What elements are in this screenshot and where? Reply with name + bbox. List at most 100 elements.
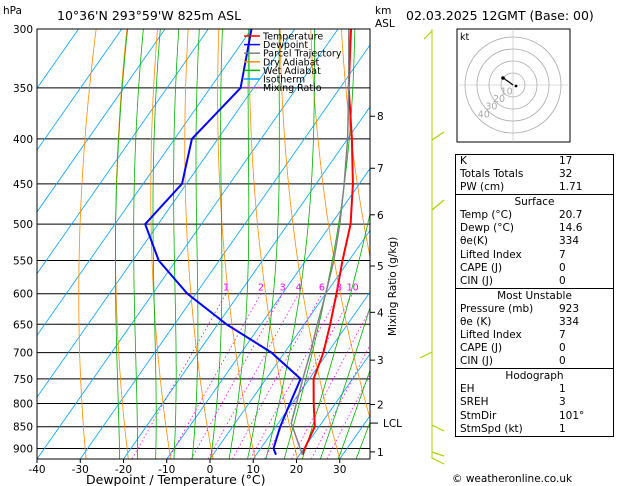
km-label: km [375,5,391,17]
km-tick-label: 3 [377,355,384,367]
table-row: Lifted Index 7 [456,249,613,262]
hodograph-title: Hodograph [505,370,564,383]
row-label: Pressure (mb) [460,302,534,315]
dry-adiabat-line [249,29,298,459]
row-value: 20.7 [559,209,583,222]
dry-adiabat-line [217,29,256,459]
km-axis: 1 2 3 4 5 6 7 8 LCL [369,29,402,459]
mixing-ratio-label: 1 [223,283,229,294]
wet-adiabat-line [337,369,370,459]
pressure-tick-500: 500 [13,219,33,231]
wind-barb-column [419,29,445,465]
dry-adiabat-line [115,29,129,459]
pressure-tick-700: 700 [13,348,33,360]
table-row: Lifted Index 7 [456,329,613,342]
km-tick-label: 8 [377,111,384,123]
pressure-tick-750: 750 [13,374,33,386]
most-unstable-table: Most Unstable Pressure (mb) 923 θe (K) 334 L… [455,287,614,369]
temperature-axis: -40 -30 -20 -10 0 10 20 30 [28,459,346,476]
hodograph-table: Hodograph EH 1 SREH 3 StmDir 101° StmSpd (kt) 1 [455,368,614,437]
storm-motion-point [514,84,518,88]
row-value: 1 [559,422,566,435]
mixing-ratio-line [310,344,370,459]
wind-barb [431,457,445,465]
hodograph-ring-label: 10 [501,86,513,97]
row-value: 0 [559,274,566,287]
legend-label: Wet Adiabat [263,66,321,77]
mixing-ratio-label: 2 [258,283,264,294]
mixing-ratio-label: 8 [336,283,342,294]
pressure-tick-350: 350 [13,83,33,95]
table-row: CIN (J) 0 [456,275,613,288]
table-row: CAPE (J) 0 [456,262,613,275]
hodograph-ring-label: 40 [478,109,490,120]
wet-adiabat-line [210,29,223,459]
series-temperature [301,29,354,456]
dry-adiabat-line [617,29,629,459]
pressure-tick-900: 900 [13,444,33,456]
wind-barb [419,351,433,359]
table-row: Pressure (mb) 923 [456,303,613,316]
wet-adiabat-line [133,29,144,459]
table-row: Temp (°C) 20.7 [456,209,613,222]
table-row: EH 1 [456,383,613,396]
hodograph-unit-label: kt [460,32,470,43]
mixing-ratio-line [291,308,370,459]
pressure-tick-400: 400 [13,134,33,146]
dry-adiabat-line [279,29,341,459]
dry-adiabat-line [78,29,97,459]
row-label: Dewp (°C) [460,222,514,235]
x-tick-label: -20 [115,464,132,476]
wet-adiabat-line [173,29,180,459]
datetime-title: 02.03.2025 12GMT (Base: 00) [406,8,594,23]
wet-adiabat-line [191,29,200,459]
surface-title: Surface [514,196,555,209]
hodograph-ring-label: 30 [485,102,497,113]
row-label: EH [460,383,475,396]
mixing-ratio-label: 6 [319,283,325,294]
wind-barb [431,199,445,211]
row-label: Temp (°C) [460,209,513,222]
wet-adiabat-line [152,29,161,459]
table-row: θe (K) 334 [456,316,613,329]
wind-barb [423,30,433,40]
wet-adiabat-line [247,29,280,459]
row-label: K [460,155,467,167]
table-row: PW (cm) 1.71 [456,181,613,194]
x-tick-label: 0 [207,464,214,476]
isotherm-line [209,229,370,459]
row-value: 3 [559,396,566,409]
row-label: θe(K) [460,235,488,248]
wet-adiabat-line [320,306,370,459]
mixing-ratio-line [207,293,299,459]
legend-label: Dry Adiabat [263,57,320,68]
x-tick-label: 20 [290,464,303,476]
x-tick-label: -30 [72,464,89,476]
surface-table: Surface Temp (°C) 20.7 Dewp (°C) 14.6 θe(K) 3… [455,194,614,288]
km-tick-label: 6 [377,210,384,222]
dry-adiabat-line [184,29,214,459]
table-row: SREH 3 [456,396,613,409]
series-parcel-trajectory [290,29,350,456]
mixing-ratio-label: 3 [280,283,286,294]
x-axis-label: Dewpoint / Temperature (°C) [86,472,265,486]
x-tick-label: 10 [247,464,260,476]
legend-label: Dewpoint [263,40,308,51]
km-tick-label: 2 [377,400,384,412]
pressure-axis: 300 350 400 450 500 550 600 650 700 750 800 850 900 [13,24,33,456]
legend-label: Temperature [262,32,323,43]
km-tick-label: 7 [377,163,384,175]
table-row: CAPE (J) 0 [456,342,613,355]
row-value: 923 [559,302,580,315]
pressure-tick-850: 850 [13,422,33,434]
row-label: Lifted Index [460,248,522,261]
isotherm-line [37,29,252,337]
asl-label: ASL [375,18,395,30]
pressure-tick-800: 800 [13,399,33,411]
table-row: StmSpd (kt) 1 [456,423,613,436]
dry-adiabat-line [310,29,370,420]
table-row: CIN (J) 0 [456,355,613,368]
